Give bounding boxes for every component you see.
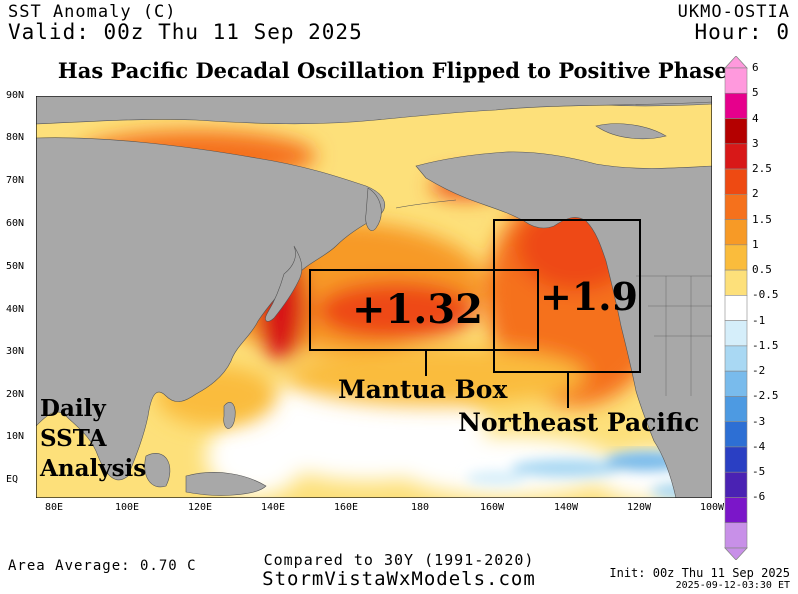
political-borders bbox=[636, 275, 712, 396]
colorbar-tick-label: 3 bbox=[752, 136, 759, 150]
colorbar-segment bbox=[724, 471, 748, 498]
lat-label: 40N bbox=[6, 304, 25, 315]
colorbar-tick-label: -4 bbox=[752, 439, 766, 453]
colorbar-tick-label: -1 bbox=[752, 313, 766, 327]
lon-label: 120E bbox=[187, 502, 213, 513]
mantua-box bbox=[309, 269, 539, 351]
colorbar-segment bbox=[724, 522, 748, 549]
init-time: Init: 00z Thu 11 Sep 2025 bbox=[609, 566, 790, 580]
colorbar-tick-label: -1.5 bbox=[752, 338, 779, 352]
lon-label: 120W bbox=[626, 502, 652, 513]
lon-label: 100E bbox=[114, 502, 140, 513]
ne-pacific-box-value: +1.9 bbox=[540, 274, 638, 319]
lat-label: 80N bbox=[6, 132, 25, 143]
colorbar-segment bbox=[724, 269, 748, 296]
lon-label: 180 bbox=[410, 502, 430, 513]
colorbar-segment bbox=[724, 92, 748, 119]
page-title: Has Pacific Decadal Oscillation Flipped … bbox=[57, 58, 741, 83]
colorbar-bottom-arrow bbox=[724, 547, 748, 561]
sst-anomaly-map bbox=[35, 95, 713, 499]
mantua-box-label: Mantua Box bbox=[338, 375, 508, 404]
lon-label: 100W bbox=[699, 502, 725, 513]
site-credit: StormVistaWxModels.com bbox=[262, 568, 536, 590]
colorbar-tick-label: 2.5 bbox=[752, 162, 772, 176]
colorbar-tick-label: 5 bbox=[752, 86, 759, 100]
colorbar-tick-label: -3 bbox=[752, 414, 766, 428]
colorbar-top-arrow bbox=[724, 55, 748, 69]
colorbar-segment bbox=[724, 244, 748, 271]
lon-label: 140E bbox=[260, 502, 286, 513]
colorbar-segment bbox=[724, 345, 748, 372]
lat-label: 70N bbox=[6, 175, 25, 186]
colorbar-graphic bbox=[724, 55, 748, 561]
lat-label: 10N bbox=[6, 431, 25, 442]
colorbar-segment bbox=[724, 118, 748, 145]
colorbar-tick-label: -6 bbox=[752, 490, 766, 504]
side-label-line3: Analysis bbox=[40, 455, 147, 482]
lon-label: 80E bbox=[44, 502, 64, 513]
lat-label: 60N bbox=[6, 218, 25, 229]
colorbar-segment bbox=[724, 143, 748, 170]
colorbar-segment bbox=[724, 295, 748, 321]
colorbar-segment bbox=[724, 320, 748, 347]
lat-label: 90N bbox=[6, 90, 25, 101]
area-average: Area Average: 0.70 C bbox=[8, 558, 197, 574]
mantua-box-value: +1.32 bbox=[352, 286, 483, 333]
side-label-line2: SSTA bbox=[40, 425, 107, 452]
source-label: UKMO-OSTIA bbox=[677, 2, 790, 22]
lat-label: EQ bbox=[6, 474, 19, 485]
colorbar-tick-label: 6 bbox=[752, 61, 759, 74]
colorbar-tick-label: 1.5 bbox=[752, 212, 772, 226]
colorbar-segment bbox=[724, 421, 748, 448]
forecast-hour: Hour: 0 bbox=[694, 20, 790, 44]
colorbar-tick-label: -5 bbox=[752, 465, 766, 479]
colorbar-segment bbox=[724, 219, 748, 246]
map-canvas bbox=[35, 95, 713, 499]
product-title: SST Anomaly (C) bbox=[8, 2, 177, 22]
colorbar-tick-label: 1 bbox=[752, 237, 759, 251]
daily-ssta-label: Daily SSTA Analysis bbox=[40, 394, 170, 484]
lat-label: 30N bbox=[6, 346, 25, 357]
lat-label: 20N bbox=[6, 389, 25, 400]
ne-pacific-box-label: Northeast Pacific bbox=[458, 408, 700, 437]
generated-timestamp: 2025-09-12-03:30 ET bbox=[675, 580, 790, 591]
lat-label: 50N bbox=[6, 261, 25, 272]
colorbar-segment bbox=[724, 168, 748, 195]
colorbar bbox=[724, 55, 748, 561]
climatology-note: Compared to 30Y (1991-2020) bbox=[263, 551, 535, 569]
lon-label: 140W bbox=[553, 502, 579, 513]
colorbar-segment bbox=[724, 446, 748, 473]
colorbar-segment bbox=[724, 497, 748, 524]
lon-label: 160W bbox=[479, 502, 505, 513]
valid-time: Valid: 00z Thu 11 Sep 2025 bbox=[8, 20, 363, 44]
side-label-line1: Daily bbox=[40, 395, 106, 422]
colorbar-tick-label: -2 bbox=[752, 364, 766, 378]
colorbar-tick-label: 0.5 bbox=[752, 263, 772, 277]
land-masses bbox=[36, 96, 712, 498]
lon-label: 160E bbox=[333, 502, 359, 513]
colorbar-segment bbox=[724, 194, 748, 220]
colorbar-tick-label: 4 bbox=[752, 111, 759, 125]
colorbar-segment bbox=[724, 370, 748, 397]
colorbar-segment bbox=[724, 67, 748, 94]
colorbar-tick-label: 2 bbox=[752, 187, 759, 201]
colorbar-tick-label: -0.5 bbox=[752, 288, 779, 302]
colorbar-segment bbox=[724, 396, 748, 422]
colorbar-tick-label: -2.5 bbox=[752, 389, 779, 403]
